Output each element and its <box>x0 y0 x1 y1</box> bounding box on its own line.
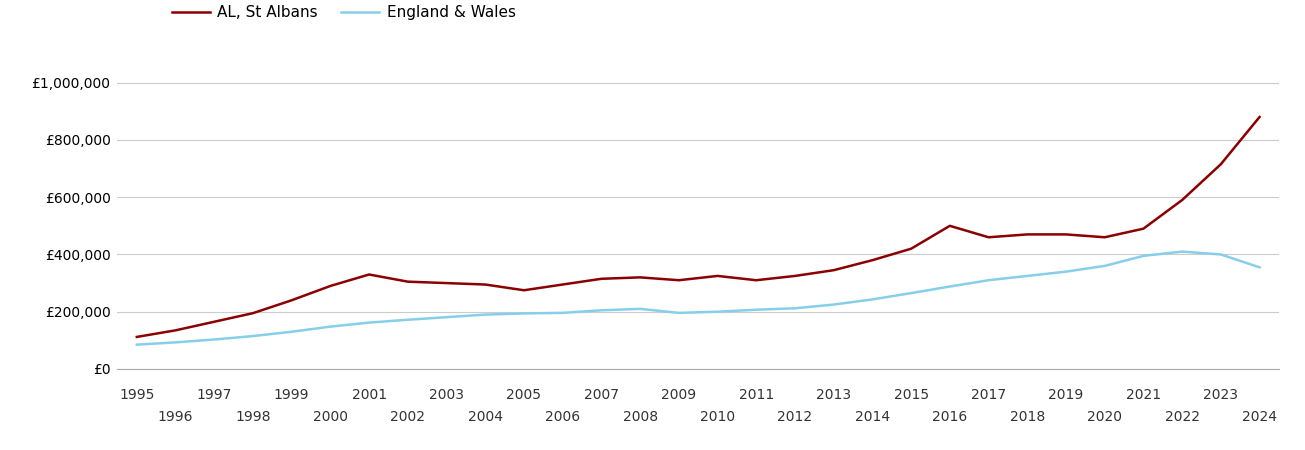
England & Wales <box>361 320 377 325</box>
Text: 2016: 2016 <box>932 410 967 424</box>
Text: 2000: 2000 <box>313 410 348 424</box>
England & Wales <box>787 306 803 311</box>
AL, St Albans <box>671 278 686 283</box>
AL, St Albans <box>632 274 647 280</box>
AL, St Albans <box>555 282 570 287</box>
AL, St Albans <box>1135 226 1151 231</box>
AL, St Albans <box>478 282 493 287</box>
England & Wales <box>399 317 415 323</box>
Text: 2004: 2004 <box>467 410 502 424</box>
Text: 1995: 1995 <box>119 388 154 402</box>
England & Wales <box>517 311 532 316</box>
England & Wales <box>671 310 686 315</box>
Text: 2001: 2001 <box>351 388 386 402</box>
Legend: AL, St Albans, England & Wales: AL, St Albans, England & Wales <box>171 5 515 20</box>
Text: 2024: 2024 <box>1242 410 1278 424</box>
England & Wales <box>438 315 454 320</box>
AL, St Albans <box>903 246 919 252</box>
Text: 2009: 2009 <box>662 388 697 402</box>
England & Wales <box>1058 269 1074 274</box>
Line: AL, St Albans: AL, St Albans <box>137 117 1259 337</box>
AL, St Albans <box>1212 162 1228 167</box>
England & Wales <box>710 309 726 315</box>
England & Wales <box>903 290 919 296</box>
AL, St Albans <box>283 297 299 303</box>
AL, St Albans <box>245 310 261 316</box>
AL, St Albans <box>168 328 184 333</box>
England & Wales <box>245 333 261 339</box>
Text: 2021: 2021 <box>1126 388 1161 402</box>
Text: 1997: 1997 <box>197 388 232 402</box>
AL, St Albans <box>129 334 145 340</box>
England & Wales <box>942 284 958 289</box>
AL, St Albans <box>1096 234 1112 240</box>
AL, St Albans <box>942 223 958 229</box>
Text: 2003: 2003 <box>429 388 465 402</box>
England & Wales <box>1212 252 1228 257</box>
Text: 2014: 2014 <box>855 410 890 424</box>
AL, St Albans <box>1058 232 1074 237</box>
England & Wales <box>1096 263 1112 269</box>
Text: 2010: 2010 <box>699 410 735 424</box>
England & Wales <box>129 342 145 347</box>
England & Wales <box>206 337 222 342</box>
AL, St Albans <box>1019 232 1035 237</box>
AL, St Albans <box>1174 198 1190 203</box>
Text: 1999: 1999 <box>274 388 309 402</box>
AL, St Albans <box>787 273 803 279</box>
Text: 2011: 2011 <box>739 388 774 402</box>
England & Wales <box>1019 273 1035 279</box>
Text: 2007: 2007 <box>583 388 619 402</box>
England & Wales <box>1174 249 1190 254</box>
England & Wales <box>283 329 299 334</box>
Text: 2005: 2005 <box>506 388 542 402</box>
Text: 1996: 1996 <box>158 410 193 424</box>
AL, St Albans <box>594 276 609 282</box>
AL, St Albans <box>322 283 338 288</box>
Text: 2020: 2020 <box>1087 410 1122 424</box>
England & Wales <box>594 308 609 313</box>
AL, St Albans <box>206 319 222 324</box>
England & Wales <box>632 306 647 311</box>
AL, St Albans <box>361 272 377 277</box>
England & Wales <box>865 297 881 302</box>
England & Wales <box>322 324 338 329</box>
Text: 2002: 2002 <box>390 410 425 424</box>
AL, St Albans <box>981 234 997 240</box>
Text: 2013: 2013 <box>816 388 851 402</box>
AL, St Albans <box>517 288 532 293</box>
Text: 1998: 1998 <box>235 410 270 424</box>
Text: 2015: 2015 <box>894 388 929 402</box>
AL, St Albans <box>1251 114 1267 120</box>
Line: England & Wales: England & Wales <box>137 252 1259 345</box>
England & Wales <box>981 278 997 283</box>
Text: 2018: 2018 <box>1010 410 1045 424</box>
AL, St Albans <box>399 279 415 284</box>
England & Wales <box>1251 265 1267 270</box>
Text: 2019: 2019 <box>1048 388 1083 402</box>
AL, St Albans <box>438 280 454 286</box>
England & Wales <box>748 307 763 312</box>
Text: 2008: 2008 <box>622 410 658 424</box>
Text: 2017: 2017 <box>971 388 1006 402</box>
AL, St Albans <box>826 267 842 273</box>
England & Wales <box>555 310 570 315</box>
Text: 2023: 2023 <box>1203 388 1238 402</box>
England & Wales <box>826 302 842 307</box>
Text: 2022: 2022 <box>1164 410 1199 424</box>
Text: 2012: 2012 <box>778 410 813 424</box>
AL, St Albans <box>865 257 881 263</box>
England & Wales <box>478 312 493 317</box>
England & Wales <box>168 340 184 345</box>
AL, St Albans <box>748 278 763 283</box>
Text: 2006: 2006 <box>545 410 581 424</box>
AL, St Albans <box>710 273 726 279</box>
England & Wales <box>1135 253 1151 259</box>
